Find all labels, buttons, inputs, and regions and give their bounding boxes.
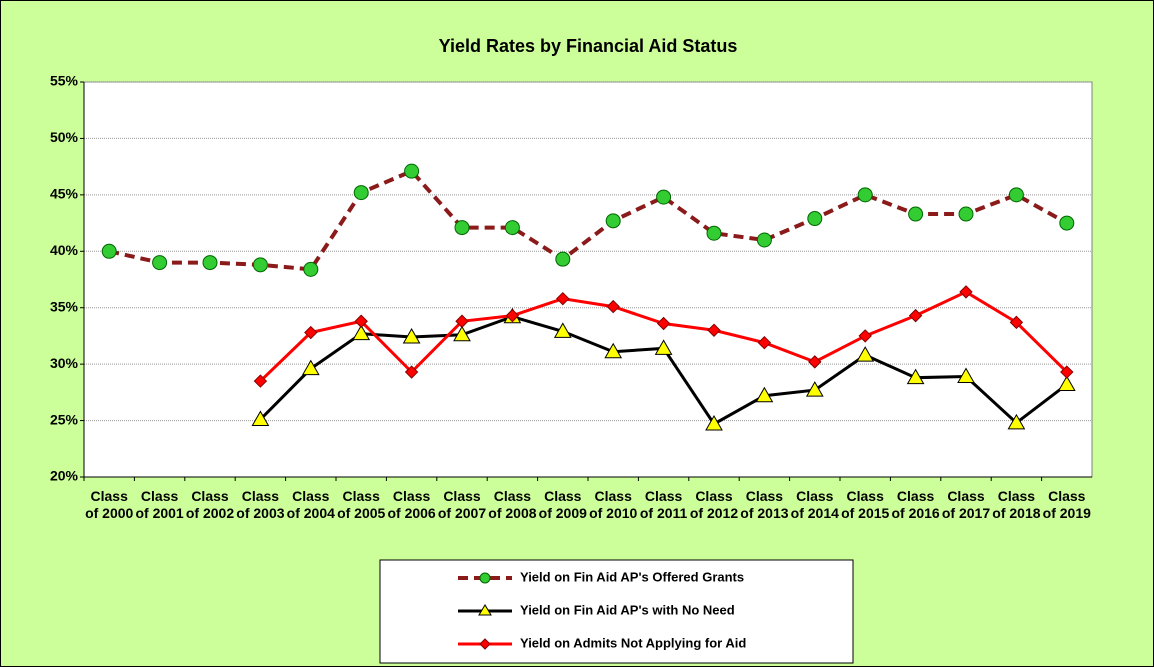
marker [504, 220, 520, 236]
marker [555, 251, 571, 267]
marker [1009, 315, 1024, 330]
marker [404, 163, 420, 179]
marker [101, 243, 117, 259]
x-tick-label: Class of 2013 [740, 488, 789, 521]
marker [606, 299, 620, 314]
marker [959, 285, 973, 299]
marker [252, 257, 268, 273]
chart-title: Yield Rates by Financial Aid Status [439, 36, 738, 56]
marker [604, 342, 623, 359]
x-tick-label: Class of 2015 [841, 488, 890, 521]
marker [301, 359, 320, 376]
marker [1057, 375, 1076, 391]
x-tick-label: Class of 2007 [437, 488, 487, 521]
marker [707, 323, 721, 337]
marker [656, 189, 672, 205]
marker [304, 325, 318, 340]
marker [556, 291, 570, 306]
x-tick-label: Class of 2006 [387, 488, 436, 521]
marker [756, 232, 772, 248]
marker [957, 367, 975, 384]
marker [808, 355, 822, 369]
y-tick-label: 45% [50, 186, 79, 202]
marker [807, 211, 823, 227]
x-tick-label: Class of 2019 [1042, 488, 1091, 521]
y-tick-label: 30% [50, 355, 79, 371]
marker [202, 255, 218, 271]
marker [354, 314, 368, 328]
marker [908, 308, 923, 323]
legend-marker [479, 572, 491, 584]
legend-label: Yield on Fin Aid AP's Offered Grants [520, 569, 744, 584]
marker [505, 308, 520, 323]
x-tick-label: Class of 2004 [286, 488, 335, 521]
marker [1008, 187, 1024, 203]
marker [654, 339, 673, 355]
marker [303, 261, 319, 277]
legend-marker [479, 638, 491, 650]
marker [805, 381, 824, 397]
marker [1060, 365, 1074, 379]
marker [454, 220, 470, 236]
x-tick-label: Class of 2017 [941, 488, 991, 521]
marker [352, 324, 371, 341]
x-tick-label: Class of 2000 [85, 488, 134, 521]
y-tick-label: 20% [50, 468, 79, 484]
legend-marker [478, 604, 492, 616]
marker [253, 374, 268, 388]
marker [404, 365, 419, 379]
legend-label: Yield on Admits Not Applying for Aid [520, 635, 746, 650]
x-tick-label: Class of 2011 [639, 488, 688, 521]
y-tick-label: 35% [50, 298, 79, 314]
marker [858, 329, 872, 343]
legend-label: Yield on Fin Aid AP's with No Need [520, 602, 735, 617]
x-tick-label: Class of 2003 [236, 488, 285, 521]
marker [1007, 413, 1026, 430]
x-tick-label: Class of 2001 [135, 488, 184, 521]
marker [706, 225, 722, 241]
x-tick-label: Class of 2009 [538, 488, 587, 521]
marker [906, 368, 925, 385]
marker [958, 206, 974, 222]
marker [908, 206, 924, 222]
marker [453, 325, 471, 342]
x-tick-label: Class of 2014 [790, 488, 839, 521]
marker [152, 255, 168, 271]
series-line [108, 168, 1068, 272]
x-tick-label: Class of 2008 [488, 488, 537, 521]
y-tick-label: 50% [50, 129, 79, 145]
y-tick-label: 40% [50, 242, 79, 258]
x-tick-label: Class of 2005 [337, 488, 386, 521]
marker [1059, 215, 1075, 231]
marker [856, 346, 875, 362]
x-tick-label: Class of 2002 [185, 488, 235, 521]
marker [251, 410, 270, 426]
marker [455, 314, 469, 328]
x-tick-label: Class of 2016 [891, 488, 940, 521]
marker [605, 213, 621, 229]
x-tick-label: Class of 2010 [589, 488, 638, 521]
marker [353, 185, 369, 201]
plot-area [83, 81, 1093, 478]
y-tick-label: 55% [50, 73, 79, 89]
marker [553, 322, 572, 338]
y-tick-label: 25% [50, 411, 79, 427]
marker [755, 386, 774, 403]
marker [656, 316, 671, 331]
x-tick-label: Class of 2012 [689, 488, 739, 521]
marker [705, 414, 723, 431]
marker [857, 187, 873, 203]
x-tick-label: Class of 2018 [992, 488, 1041, 521]
marker [402, 328, 421, 344]
marker [757, 335, 772, 350]
